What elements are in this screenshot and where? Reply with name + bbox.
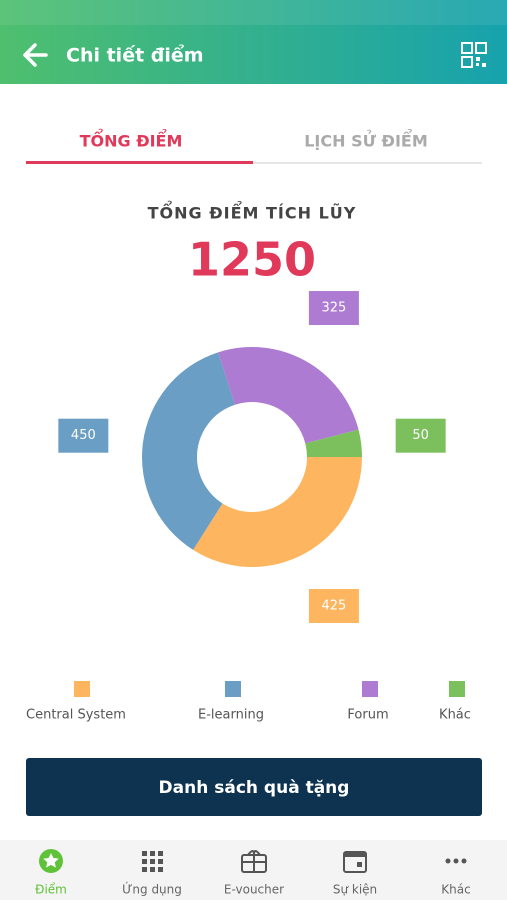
legend-label: Central System — [26, 708, 126, 723]
nav-label: Điểm — [35, 883, 67, 897]
donut-slice — [142, 352, 236, 550]
status-bar — [0, 0, 507, 25]
nav-label: Sự kiện — [333, 883, 377, 897]
legend-label: E-learning — [198, 708, 264, 723]
nav-label: Ứng dụng — [122, 882, 182, 897]
nav-item[interactable]: Ứng dụng — [122, 851, 182, 897]
legend-swatch — [225, 681, 241, 697]
nav-item[interactable]: Điểm — [35, 849, 67, 897]
donut-slice — [305, 429, 362, 457]
value-label: 325 — [321, 301, 346, 316]
donut-slice — [218, 347, 359, 444]
value-label-box — [308, 291, 359, 326]
tab-track — [253, 162, 482, 164]
tab[interactable]: LỊCH SỬ ĐIỂM — [304, 129, 428, 151]
nav-item[interactable]: Khác — [441, 858, 471, 897]
tab-indicator — [26, 161, 253, 164]
nav-item[interactable]: E-voucher — [224, 850, 284, 897]
total-label: TỔNG ĐIỂM TÍCH LŨY — [148, 201, 357, 223]
back-button[interactable] — [23, 43, 48, 67]
legend: Central System E-learning Forum Khác — [26, 681, 471, 723]
value-label: 50 — [412, 428, 429, 443]
gift-list-button[interactable] — [26, 758, 482, 816]
legend-label: Khác — [439, 708, 471, 723]
value-label: 450 — [71, 428, 96, 443]
value-label-box — [308, 588, 359, 623]
legend-label: Forum — [347, 708, 388, 723]
value-label-box — [395, 418, 446, 453]
nav-label: E-voucher — [224, 883, 284, 897]
value-label: 425 — [321, 598, 346, 613]
legend-swatch — [74, 681, 90, 697]
legend-swatch — [362, 681, 378, 697]
tab-active[interactable]: TỔNG ĐIỂM — [80, 129, 183, 151]
donut-slice — [193, 457, 362, 567]
button-label: Danh sách quà tặng — [159, 778, 350, 798]
nav-label: Khác — [441, 883, 470, 897]
nav-item[interactable]: Sự kiện — [333, 851, 377, 897]
legend-swatch — [449, 681, 465, 697]
value-label-box — [58, 418, 109, 453]
qr-button[interactable] — [461, 42, 487, 68]
screen-title: Chi tiết điểm — [66, 44, 204, 67]
total-value: 1250 — [188, 233, 316, 287]
app-bar — [0, 0, 507, 84]
donut-chart: 425 450 325 50 — [58, 291, 446, 623]
